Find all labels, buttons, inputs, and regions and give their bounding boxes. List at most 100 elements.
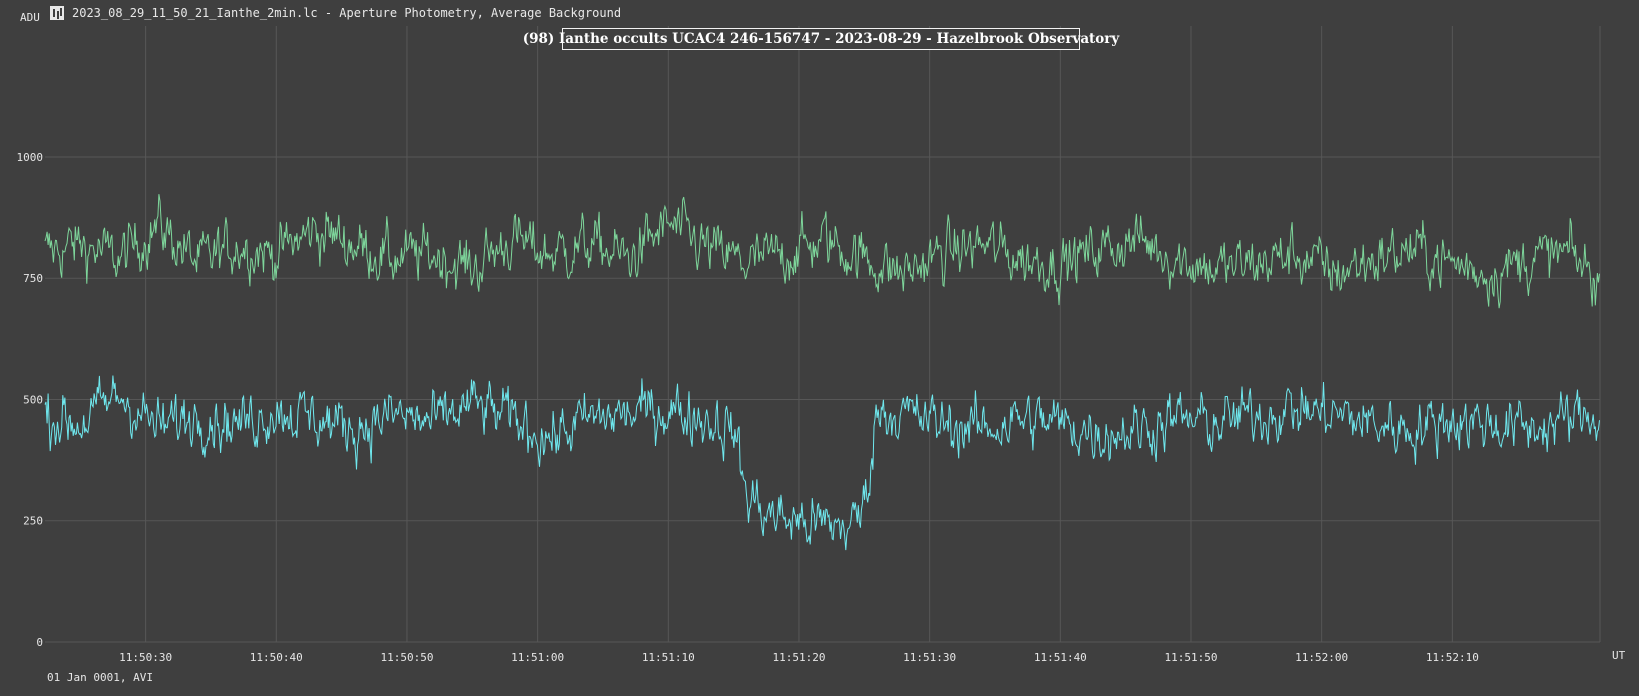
series-2-point <box>798 520 800 522</box>
series-1-point <box>1295 253 1297 255</box>
x-tick-label: 11:51:00 <box>511 651 564 664</box>
grid-lines <box>45 26 1601 643</box>
series-2-point <box>903 413 905 415</box>
series-2-point <box>118 394 120 396</box>
series-1-point <box>1216 268 1218 270</box>
x-tick-label: 11:52:00 <box>1295 651 1348 664</box>
y-tick-label: 250 <box>23 515 43 528</box>
series-2-point <box>1451 418 1453 420</box>
y-tick-label: 0 <box>36 636 43 649</box>
series-2-point <box>1569 418 1571 420</box>
series-2-point <box>511 418 513 420</box>
x-tick-label: 11:51:30 <box>903 651 956 664</box>
series-2-point <box>471 403 473 405</box>
series-1-point <box>511 238 513 240</box>
x-tick-label: 11:50:30 <box>119 651 172 664</box>
series-2-point <box>275 408 277 410</box>
series-1-point <box>158 224 160 226</box>
x-tick-label: 11:51:10 <box>642 651 695 664</box>
series-1-point <box>1255 263 1257 265</box>
series-1-point <box>981 243 983 245</box>
y-axis-unit-label: ADU <box>20 11 40 24</box>
series-1-point <box>550 253 552 255</box>
series-2-point <box>314 418 316 420</box>
series-1-point <box>824 238 826 240</box>
series-2-point <box>876 408 878 410</box>
series-2-point <box>1177 418 1179 420</box>
window-title-text: 2023_08_29_11_50_21_Ianthe_2min.lc - Ape… <box>72 6 622 20</box>
series-1-point <box>314 229 316 231</box>
series-1-point <box>1412 248 1414 250</box>
x-axis-unit-label: UT <box>1612 649 1626 662</box>
series-1-point <box>667 224 669 226</box>
series-2-point <box>1138 428 1140 430</box>
series-2-point <box>1530 428 1532 430</box>
series-2-point <box>1255 413 1257 415</box>
window-title-bar: 2023_08_29_11_50_21_Ianthe_2min.lc - Ape… <box>50 4 621 22</box>
series-2-point <box>158 428 160 430</box>
series-1-point <box>275 253 277 255</box>
series-1-point <box>79 243 81 245</box>
series-2-point <box>1295 408 1297 410</box>
series-2-point <box>1216 423 1218 425</box>
series-2-point <box>772 515 774 517</box>
series-1-point <box>1491 272 1493 274</box>
y-tick-label: 1000 <box>17 151 44 164</box>
series-2-point <box>707 418 709 420</box>
y-tick-label: 750 <box>23 272 43 285</box>
series-1-point <box>942 253 944 255</box>
series-1-point <box>1451 263 1453 265</box>
series-2-point <box>1373 423 1375 425</box>
series-1-point <box>1595 277 1597 279</box>
series-2-point <box>1099 432 1101 434</box>
series-1-point <box>707 248 709 250</box>
x-tick-label: 11:51:50 <box>1165 651 1218 664</box>
series-2-point <box>1491 423 1493 425</box>
series-layer <box>40 194 1600 551</box>
series-2-point <box>1059 423 1061 425</box>
series-1-point <box>1530 258 1532 260</box>
x-tick-label: 11:52:10 <box>1426 651 1479 664</box>
series-1-point <box>863 258 865 260</box>
series-1-point <box>40 253 42 255</box>
series-2-point <box>942 423 944 425</box>
series-1-point <box>903 272 905 274</box>
series-2-point <box>236 423 238 425</box>
series-1-point <box>785 253 787 255</box>
series-1-point <box>746 263 748 265</box>
series-1-point <box>354 243 356 245</box>
series-1-point <box>628 258 630 260</box>
series-2-point <box>393 413 395 415</box>
series-2-point <box>1412 428 1414 430</box>
series-2-point <box>197 413 199 415</box>
x-tick-label: 11:51:20 <box>772 651 825 664</box>
series-2-point <box>850 525 852 527</box>
series-1-point <box>118 258 120 260</box>
series-1-point <box>1099 248 1101 250</box>
series-2-point <box>79 423 81 425</box>
chart-title: (98) Ianthe occults UCAC4 246-156747 - 2… <box>523 28 1119 50</box>
series-1-point <box>236 243 238 245</box>
series-1-point <box>197 263 199 265</box>
lightcurve-app-icon <box>50 6 64 20</box>
series-1-point <box>1569 253 1571 255</box>
series-1-point <box>1334 272 1336 274</box>
series-2-point <box>1595 413 1597 415</box>
series-2-point <box>863 505 865 507</box>
series-line-1 <box>44 194 1600 309</box>
series-1-point <box>471 268 473 270</box>
series-2-point <box>733 428 735 430</box>
series-2-point <box>667 408 669 410</box>
series-2-point <box>589 418 591 420</box>
series-1-point <box>1138 238 1140 240</box>
series-2-point <box>981 428 983 430</box>
series-1-point <box>1020 258 1022 260</box>
date-source-note: 01 Jan 0001, AVI <box>47 671 153 684</box>
series-1-point <box>1373 258 1375 260</box>
axis-tick-labels: 11:50:30 11:50:40 11:50:50 11:51:00 11:51:10… <box>17 151 1479 664</box>
series-2-point <box>354 428 356 430</box>
series-1-point <box>393 258 395 260</box>
series-1-point <box>1059 263 1061 265</box>
x-tick-label: 11:50:50 <box>380 651 433 664</box>
